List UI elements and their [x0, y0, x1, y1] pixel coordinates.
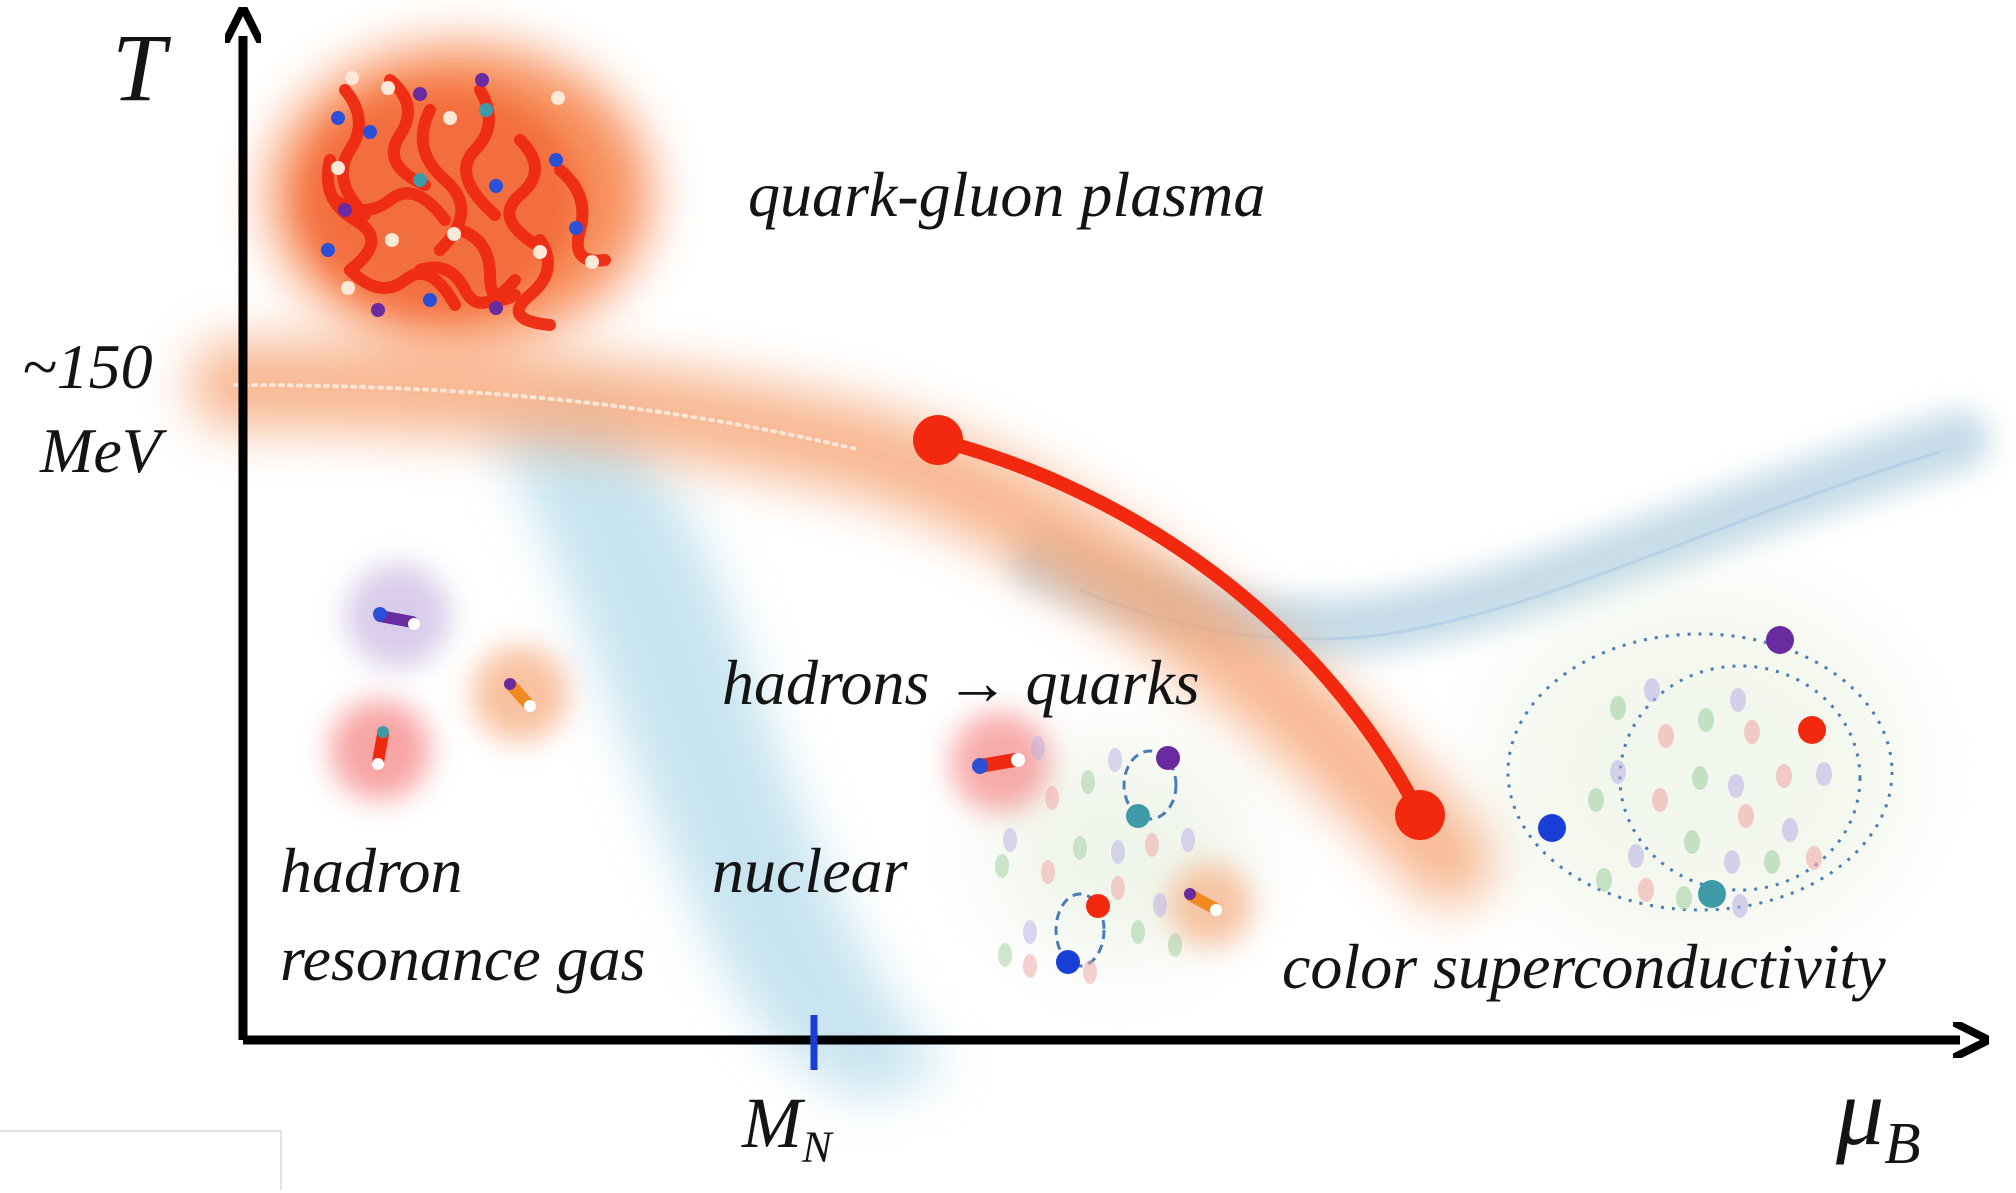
hadron-gas-particles: [330, 564, 568, 800]
region-qgp: quark-gluon plasma: [748, 159, 1266, 230]
qgp-blob-icon: [270, 45, 650, 345]
first-order-line: [913, 415, 1445, 840]
axes: [243, 36, 1960, 1070]
region-nuclear: nuclear: [712, 835, 908, 906]
region-transition: hadrons → quarks: [722, 647, 1200, 718]
crossover-band: [190, 340, 1495, 905]
x-label-sub: B: [1884, 1110, 1921, 1177]
y-axis-label: T: [112, 14, 166, 121]
line-endpoint: [1395, 790, 1445, 840]
y-tick-value: ~150: [22, 331, 153, 402]
diquark-pair-icon: [1054, 892, 1110, 974]
meson-icon: [972, 753, 1025, 774]
meson-icon: [373, 607, 420, 630]
meson-icon: [1184, 888, 1222, 916]
y-tick-unit: MeV: [40, 415, 161, 486]
meson-icon: [372, 726, 389, 770]
x-axis-label: μB: [1836, 1056, 1921, 1178]
x-label-main: μ: [1836, 1058, 1885, 1165]
corner-frame: [0, 1130, 282, 1190]
x-tick-sub: N: [801, 1121, 832, 1172]
region-hadron-line2: resonance gas: [280, 923, 646, 994]
diquark-pair-icon: [1122, 746, 1180, 828]
region-hadron-line1: hadron: [280, 835, 463, 906]
region-csc: color superconductivity: [1282, 931, 1886, 1002]
meson-icon: [504, 678, 536, 712]
critical-point: [913, 415, 963, 465]
nuclear-band: [480, 400, 950, 1100]
x-tick-main: M: [742, 1083, 802, 1163]
transition-particles: [950, 712, 1252, 984]
csc-particles: [1506, 626, 1894, 918]
x-tick-label: MN: [742, 1082, 832, 1172]
